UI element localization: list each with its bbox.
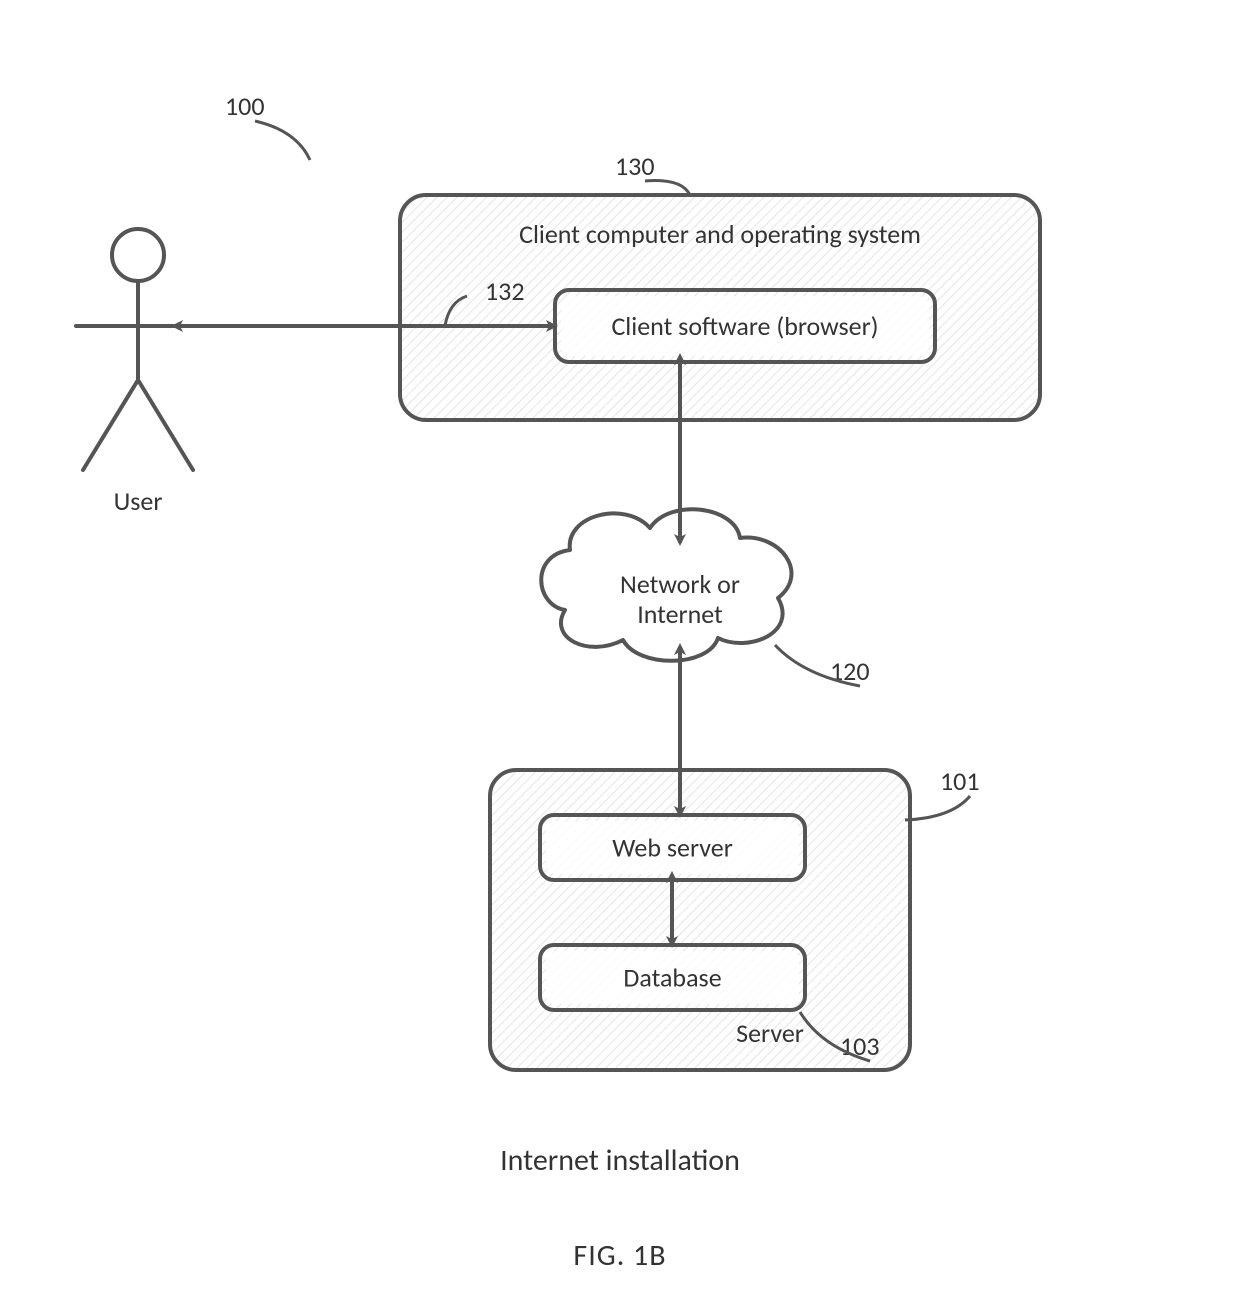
web-server-box: Web server [540, 815, 805, 880]
cloud-label-1: Network or [620, 568, 740, 600]
figure-label: FIG. 1B [573, 1237, 666, 1274]
ref-130-label: 130 [615, 150, 655, 182]
server-label: Server [736, 1017, 804, 1049]
client-software-box: Client software (browser) [555, 290, 935, 362]
ref-130: 130 [615, 150, 690, 195]
network-cloud: Network orInternet [541, 509, 791, 660]
ref-100: 100 [225, 90, 310, 160]
ref-132-label: 132 [485, 275, 525, 307]
database-box: Database [540, 945, 805, 1010]
ref-100-label: 100 [225, 90, 265, 122]
ref-101: 101 [905, 765, 980, 820]
ref-120: 120 [775, 645, 870, 687]
cloud-label-2: Internet [637, 598, 723, 630]
ref-101-label: 101 [940, 765, 980, 797]
user-label: User [114, 485, 163, 517]
client-software-box-label: Client software (browser) [611, 310, 878, 342]
user-icon: User [76, 229, 200, 517]
database-box-label: Database [623, 962, 721, 994]
web-server-box-label: Web server [612, 832, 733, 864]
caption-title: Internet installation [500, 1142, 740, 1179]
client-computer-label: Client computer and operating system [519, 218, 921, 250]
ref-120-label: 120 [830, 655, 870, 687]
